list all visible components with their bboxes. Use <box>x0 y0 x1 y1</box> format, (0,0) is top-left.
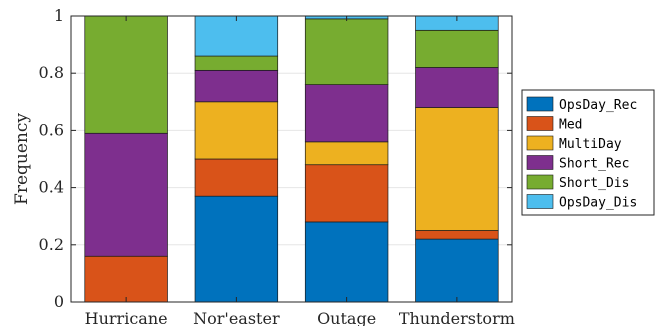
x-tick-label: Hurricane <box>85 309 168 326</box>
bar-segment <box>304 141 389 166</box>
bar-segment <box>304 221 389 303</box>
bar-segment <box>304 84 389 143</box>
bar-segment <box>84 255 168 303</box>
legend-label: Short_Rec <box>559 157 629 172</box>
bar-segment <box>415 29 499 68</box>
legend-label: OpsDay_Rec <box>559 98 637 113</box>
legend-swatch <box>526 116 554 131</box>
bars <box>84 15 499 303</box>
bar-segment <box>304 18 389 85</box>
bar-segment <box>194 158 279 197</box>
legend-label: Med <box>559 118 582 133</box>
y-ticks: 0 0.2 0.4 0.6 0.8 1 <box>39 6 512 311</box>
bar-segment <box>415 238 499 303</box>
y-tick-label: 0.2 <box>39 235 64 254</box>
x-tick-label: Nor'easter <box>193 309 280 326</box>
legend-label: OpsDay_Dis <box>559 196 637 211</box>
axes-box <box>70 15 513 303</box>
x-ticks: Hurricane Nor'easter Outage Thunderstorm <box>85 16 515 326</box>
bar-segment <box>194 15 279 57</box>
y-tick-label: 1 <box>54 6 64 25</box>
bar-segment <box>304 164 389 223</box>
legend-swatch <box>526 194 554 209</box>
legend-swatch <box>526 135 554 151</box>
y-tick-label: 0 <box>54 292 64 311</box>
legend-label: Short_Dis <box>559 176 629 191</box>
bar-segment <box>84 132 168 257</box>
y-tick-label: 0.4 <box>39 178 64 197</box>
y-tick-label: 0.6 <box>39 120 64 139</box>
bar-segment <box>194 55 279 71</box>
legend-label: MultiDay <box>559 137 622 152</box>
bar-segment <box>194 69 279 103</box>
y-tick-label: 0.8 <box>39 63 64 82</box>
legend-swatch <box>526 174 554 190</box>
legend: OpsDay_Rec Med MultiDay Short_Rec Short_Dis O… <box>521 89 655 216</box>
legend-swatch <box>526 96 554 112</box>
x-tick-label: Outage <box>317 309 376 326</box>
y-axis-label: Frequency <box>12 113 32 205</box>
bar-segment <box>415 230 499 240</box>
bar-segment <box>415 107 499 231</box>
x-tick-label: Thunderstorm <box>399 309 515 326</box>
axes <box>70 15 513 303</box>
bar-segment <box>194 195 279 303</box>
bar-segment <box>194 101 279 160</box>
legend-swatch <box>526 155 554 170</box>
bar-segment <box>415 67 499 108</box>
bar-segment <box>84 15 168 134</box>
